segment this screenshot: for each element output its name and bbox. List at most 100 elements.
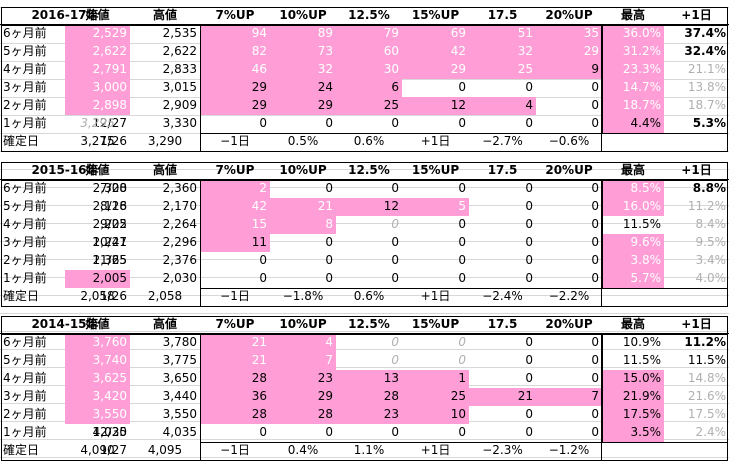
data-cell[interactable]: 0 [591,116,599,130]
data-cell[interactable]: 0 [591,353,599,367]
data-cell[interactable]: 0 [591,407,599,421]
data-cell[interactable]: 0 [458,217,466,231]
data-cell[interactable]: 0 [391,271,399,285]
data-cell[interactable]: 3,780 [162,335,197,349]
data-cell[interactable]: 2,058 [147,289,183,303]
data-cell[interactable]: 10.9% [622,335,661,349]
data-cell[interactable]: 3.8% [602,252,664,270]
data-cell[interactable]: −2.4% [482,289,523,303]
data-cell[interactable]: 30 [336,61,402,79]
data-cell[interactable]: 0 [325,271,333,285]
data-cell[interactable]: 3,275 [80,134,115,148]
data-cell[interactable]: 2,202 [92,217,127,231]
data-cell[interactable]: 2,118 [92,199,127,213]
data-cell[interactable]: 17.5% [687,407,726,421]
data-cell[interactable]: 51 [469,25,536,43]
data-cell[interactable] [664,442,729,460]
data-cell[interactable]: 0 [458,181,466,195]
data-cell[interactable]: 79 [336,25,402,43]
data-cell[interactable] [602,288,664,306]
data-cell[interactable]: 69 [402,25,469,43]
data-cell[interactable]: 28 [200,406,270,424]
data-cell[interactable]: 37.4% [684,26,726,40]
data-cell[interactable]: 0 [391,425,399,439]
data-cell[interactable]: 21.1% [687,62,726,76]
data-cell[interactable]: 29 [200,97,270,115]
data-cell[interactable]: 9.5% [695,235,727,249]
data-cell[interactable]: 8 [270,216,336,234]
data-cell[interactable]: 2,622 [162,44,197,58]
data-cell[interactable]: 13 [336,370,402,388]
data-cell[interactable]: 29 [270,97,336,115]
data-cell[interactable]: 2,535 [162,26,197,40]
data-cell[interactable]: 0 [525,181,533,195]
data-cell[interactable]: +1日 [420,134,451,148]
data-cell[interactable] [664,288,729,306]
data-cell[interactable]: 0 [458,116,466,130]
data-cell[interactable]: 36.0% [602,25,664,43]
data-cell[interactable]: 0 [458,425,466,439]
data-cell[interactable]: 0 [391,253,399,267]
data-cell[interactable]: 0 [591,235,599,249]
data-cell[interactable]: 0.5% [287,134,319,148]
data-cell[interactable]: 0 [525,235,533,249]
data-cell[interactable]: −2.2% [548,289,590,303]
data-cell[interactable]: 18.7% [602,97,664,115]
data-cell[interactable]: 2,529 [65,25,130,43]
data-cell[interactable]: 11.2% [684,335,726,349]
data-cell[interactable]: 0 [391,235,399,249]
data-cell[interactable]: 2,241 [92,235,127,249]
data-cell[interactable]: 0 [458,271,466,285]
data-cell[interactable]: 2,170 [162,199,197,213]
data-cell[interactable]: 2.4% [695,425,727,439]
data-cell[interactable]: 0 [458,235,466,249]
data-cell[interactable]: 0 [259,425,267,439]
data-cell[interactable]: 0 [458,80,466,94]
data-cell[interactable]: 15.0% [602,370,664,388]
data-cell[interactable]: 0 [259,116,267,130]
data-cell[interactable]: 14.7% [602,79,664,97]
data-cell[interactable]: 32.4% [684,44,726,58]
data-cell[interactable]: 17.5% [602,406,664,424]
data-cell[interactable]: 25 [469,61,536,79]
data-cell[interactable]: 0 [391,353,399,367]
data-cell[interactable]: +1日 [420,289,451,303]
data-cell[interactable]: 6 [336,79,402,97]
data-cell[interactable]: 9.6% [602,234,664,252]
data-cell[interactable]: 42 [200,198,270,216]
data-cell[interactable]: 2,058 [80,289,115,303]
data-cell[interactable]: 0 [259,271,267,285]
data-cell[interactable]: 0 [591,80,599,94]
data-cell[interactable]: 32 [469,43,536,61]
data-cell[interactable]: 18.7% [687,98,726,112]
data-cell[interactable]: 0 [525,253,533,267]
data-cell[interactable]: 0 [525,371,533,385]
data-cell[interactable]: 73 [270,43,336,61]
data-cell[interactable]: 12 [402,97,469,115]
data-cell[interactable]: 16.0% [602,198,664,216]
data-cell[interactable]: 0 [525,80,533,94]
data-cell[interactable]: 0 [259,253,267,267]
data-cell[interactable]: 4,035 [162,425,197,439]
data-cell[interactable]: 23.3% [602,61,664,79]
data-cell[interactable]: 29 [270,388,336,406]
data-cell[interactable]: 3,650 [162,371,197,385]
data-cell[interactable]: 15 [200,216,270,234]
data-cell[interactable]: 94 [200,25,270,43]
data-cell[interactable]: 2,005 [65,270,130,288]
data-cell[interactable]: 9 [536,61,602,79]
data-cell[interactable]: 7 [536,388,602,406]
data-cell[interactable]: 89 [270,25,336,43]
data-cell[interactable] [664,133,729,151]
data-cell[interactable]: 0 [525,353,533,367]
data-cell[interactable]: 3.4% [695,253,727,267]
data-cell[interactable]: 21 [270,198,336,216]
data-cell[interactable]: 13.8% [687,80,726,94]
data-cell[interactable]: 4 [270,334,336,352]
data-cell[interactable]: 4 [469,97,536,115]
data-cell[interactable]: 3,440 [162,389,197,403]
data-cell[interactable]: 21 [200,352,270,370]
data-cell[interactable]: 4,090 [80,443,115,457]
data-cell[interactable]: 2,833 [162,62,197,76]
data-cell[interactable]: 0 [525,217,533,231]
